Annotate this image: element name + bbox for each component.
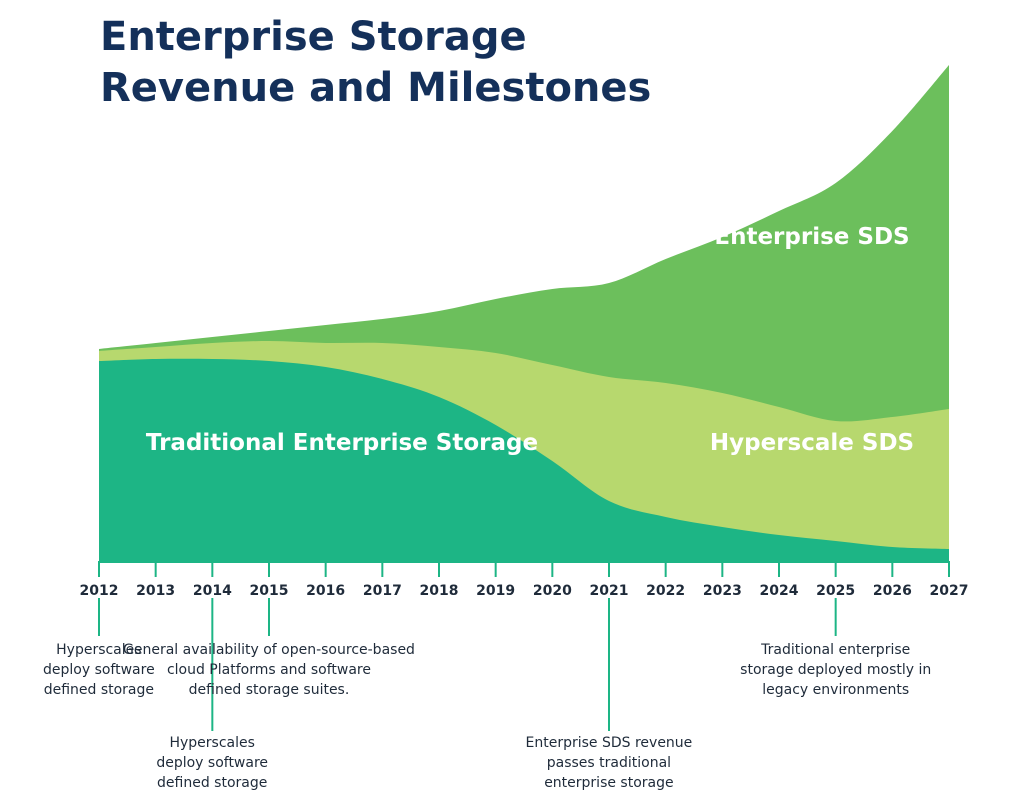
annotation-sds-passes-2021: Enterprise SDS revenue passes traditional…	[526, 733, 693, 793]
annotation-line: Enterprise SDS revenue	[525, 735, 693, 751]
x-tick-label: 2024	[760, 583, 799, 599]
x-tick-label: 2019	[476, 583, 515, 599]
x-tick-label: 2017	[363, 583, 402, 599]
x-tick-label: 2020	[533, 583, 572, 599]
x-tick-label: 2022	[646, 583, 685, 599]
chart-title: Enterprise Storage Revenue and Milestone…	[100, 12, 651, 114]
annotation-line: defined storage	[43, 682, 155, 698]
annotation-line: deploy software	[43, 662, 155, 678]
x-axis-ticks: 2012 2013 2014 2015 2016 2017 2018 2019 2020 2021…	[80, 561, 969, 599]
chart-title-line-2: Revenue and Milestones	[100, 65, 652, 111]
annotation-hyperscale-2014: Hyperscales deploy software defined storag…	[156, 733, 268, 793]
x-tick-label: 2016	[306, 583, 345, 599]
annotation-line: General availability of open-source-base…	[123, 642, 415, 658]
annotation-leader-lines	[98, 598, 837, 731]
x-tick-label: 2021	[590, 583, 629, 599]
annotation-legacy-2025: Traditional enterprise storage deployed m…	[740, 640, 931, 700]
x-tick-label: 2015	[250, 583, 289, 599]
annotation-hyperscale-2012: Hyperscales deploy software defined storag…	[43, 640, 155, 700]
annotation-line: deploy software	[156, 755, 269, 771]
x-tick-label: 2012	[80, 583, 119, 599]
series-label-hyperscale-sds: Hyperscale SDS	[710, 430, 914, 456]
annotation-line: Hyperscales	[169, 735, 255, 751]
x-tick-label: 2026	[873, 583, 912, 599]
annotation-line: passes traditional	[546, 755, 672, 771]
annotation-line: storage deployed mostly in	[740, 662, 932, 678]
x-tick-label: 2027	[930, 583, 969, 599]
x-tick-label: 2013	[136, 583, 175, 599]
series-label-traditional-storage: Traditional Enterprise Storage	[146, 430, 538, 456]
annotation-line: Traditional enterprise	[761, 642, 911, 658]
annotation-line: cloud Platforms and software	[166, 662, 371, 678]
x-tick-label: 2023	[703, 583, 742, 599]
annotation-line: defined storage	[157, 775, 268, 791]
annotation-line: enterprise storage	[544, 775, 674, 791]
annotation-line: legacy environments	[762, 682, 910, 698]
annotation-line: Hyperscales	[56, 642, 142, 658]
annotation-line: defined storage suites.	[188, 682, 350, 698]
annotation-open-source-2015: General availability of open-source-base…	[123, 640, 415, 700]
x-tick-label: 2025	[816, 583, 855, 599]
x-tick-label: 2014	[193, 583, 232, 599]
series-label-enterprise-sds: Enterprise SDS	[714, 224, 909, 250]
area-traditional-enterprise-storage	[99, 358, 949, 561]
x-tick-label: 2018	[420, 583, 459, 599]
chart-title-line-1: Enterprise Storage	[100, 14, 527, 60]
stacked-areas	[99, 65, 949, 561]
